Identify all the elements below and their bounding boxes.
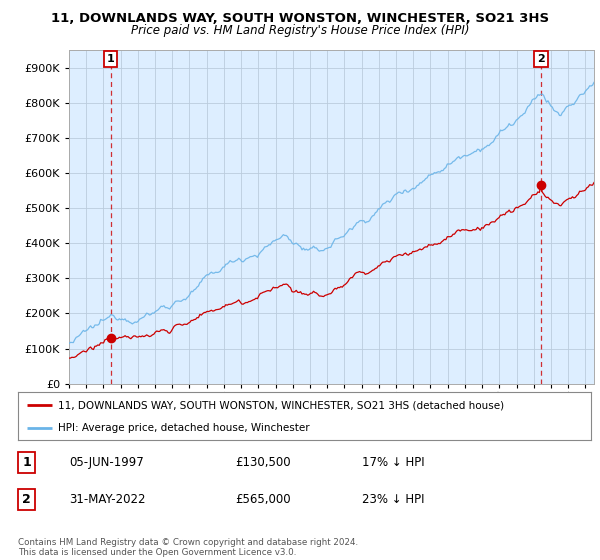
Text: 05-JUN-1997: 05-JUN-1997 bbox=[70, 456, 145, 469]
Text: 11, DOWNLANDS WAY, SOUTH WONSTON, WINCHESTER, SO21 3HS (detached house): 11, DOWNLANDS WAY, SOUTH WONSTON, WINCHE… bbox=[58, 400, 504, 410]
Text: 11, DOWNLANDS WAY, SOUTH WONSTON, WINCHESTER, SO21 3HS: 11, DOWNLANDS WAY, SOUTH WONSTON, WINCHE… bbox=[51, 12, 549, 25]
Text: HPI: Average price, detached house, Winchester: HPI: Average price, detached house, Winc… bbox=[58, 423, 310, 433]
Text: 31-MAY-2022: 31-MAY-2022 bbox=[70, 493, 146, 506]
Text: 2: 2 bbox=[537, 54, 545, 64]
Text: 2: 2 bbox=[22, 493, 31, 506]
Text: 23% ↓ HPI: 23% ↓ HPI bbox=[362, 493, 424, 506]
Text: Price paid vs. HM Land Registry's House Price Index (HPI): Price paid vs. HM Land Registry's House … bbox=[131, 24, 469, 37]
Text: Contains HM Land Registry data © Crown copyright and database right 2024.
This d: Contains HM Land Registry data © Crown c… bbox=[18, 538, 358, 557]
Text: 1: 1 bbox=[107, 54, 115, 64]
Text: 17% ↓ HPI: 17% ↓ HPI bbox=[362, 456, 424, 469]
Text: £130,500: £130,500 bbox=[236, 456, 292, 469]
Text: 1: 1 bbox=[22, 456, 31, 469]
Text: £565,000: £565,000 bbox=[236, 493, 292, 506]
